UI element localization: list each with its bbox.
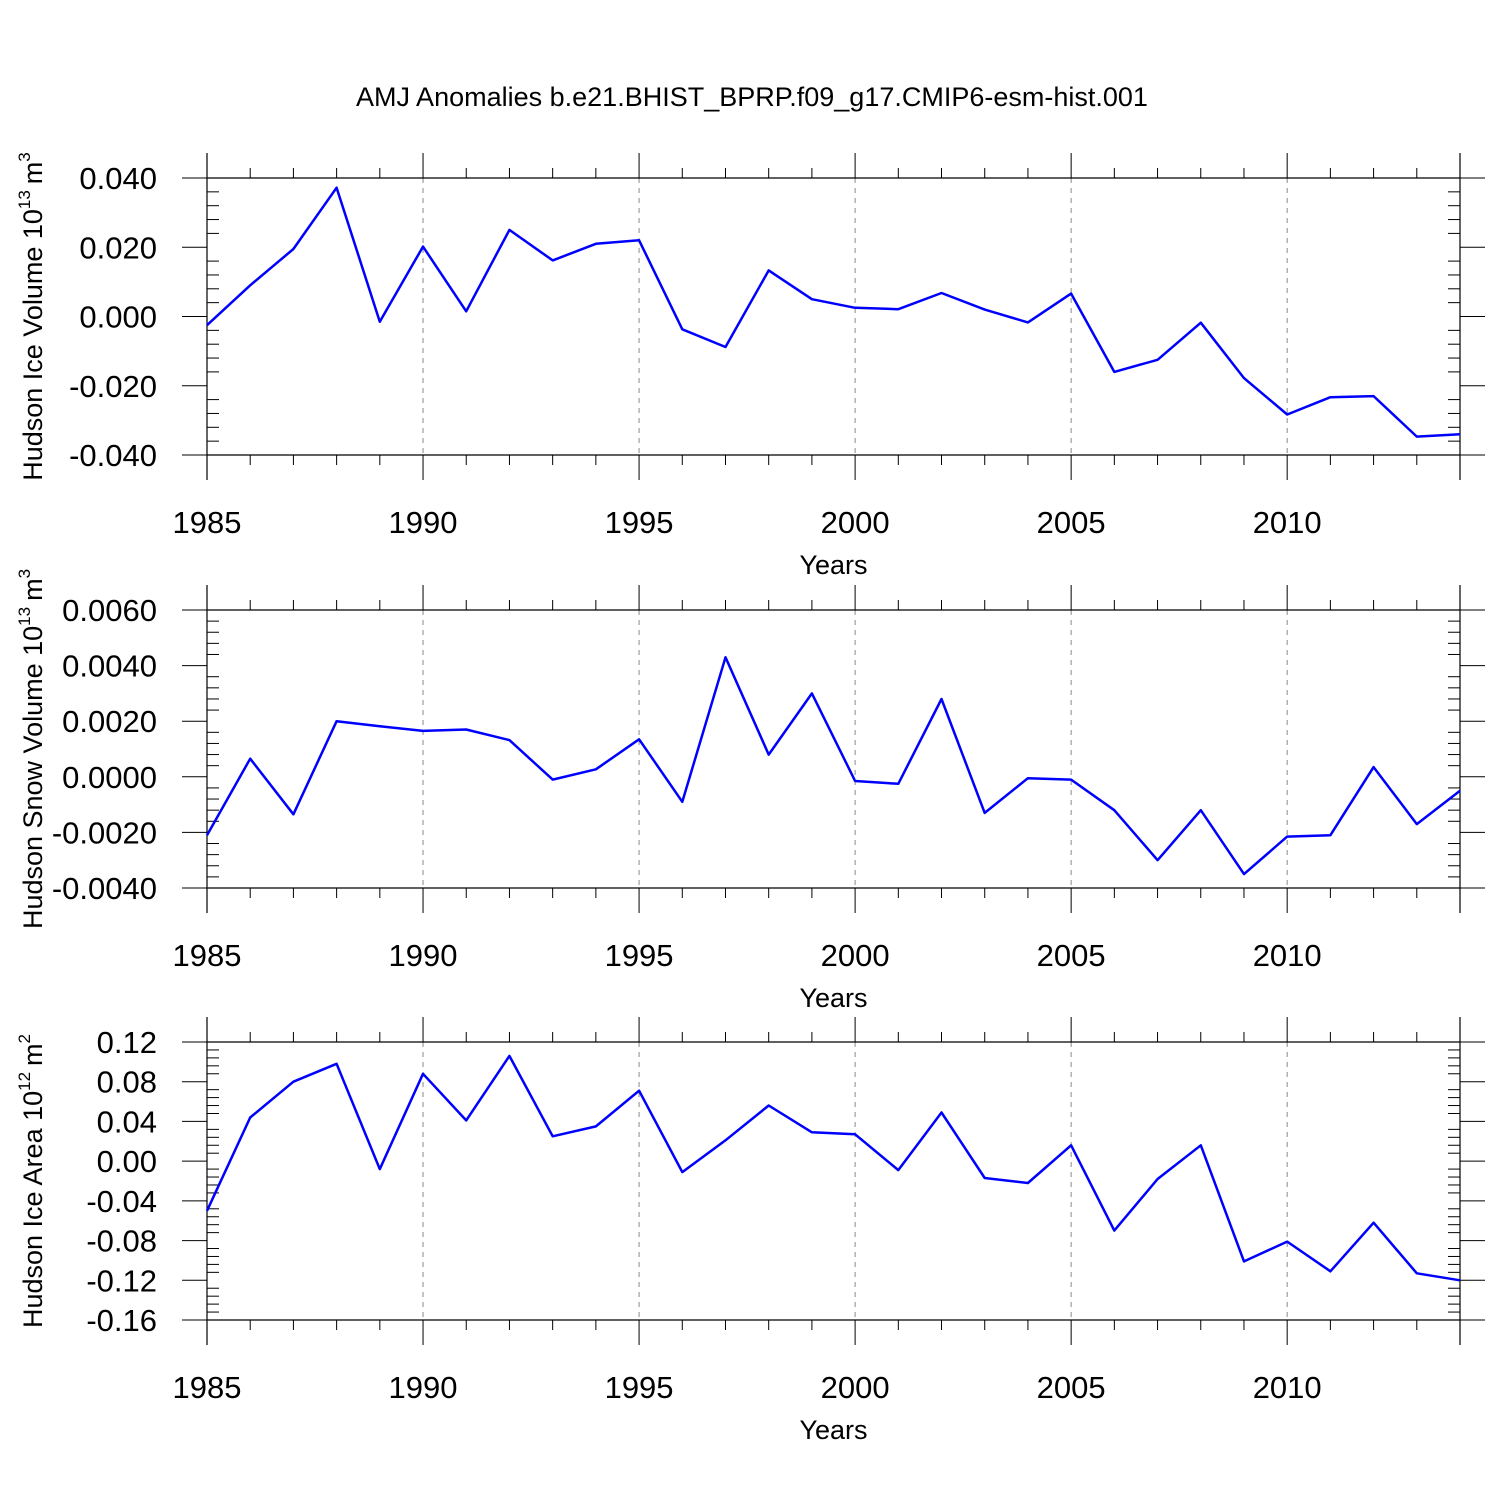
x-tick-label: 1990	[389, 938, 458, 973]
series-line	[205, 656, 1461, 876]
y-tick-label: 0.0060	[62, 593, 157, 628]
x-tick-label: 1985	[173, 505, 242, 540]
y-tick-label: 0.12	[97, 1025, 157, 1060]
y-tick-label: -0.020	[69, 369, 157, 404]
y-axis-label: Hudson Ice Volume 1013m3	[15, 152, 48, 481]
y-tick-label: -0.12	[86, 1263, 157, 1298]
figure-title: AMJ Anomalies b.e21.BHIST_BPRP.f09_g17.C…	[356, 82, 1148, 112]
y-tick-label: 0.040	[79, 161, 157, 196]
y-tick-label: -0.0040	[52, 871, 157, 906]
y-tick-label: -0.0020	[52, 815, 157, 850]
y-tick-label: 0.04	[97, 1104, 157, 1139]
y-tick-label: 0.0040	[62, 649, 157, 684]
x-tick-label: 2010	[1253, 1370, 1322, 1405]
x-tick-label: 2000	[821, 505, 890, 540]
x-axis-label: Years	[799, 550, 867, 580]
y-tick-label: 0.000	[79, 300, 157, 335]
x-tick-label: 2000	[821, 1370, 890, 1405]
snow-volume-panel: 0.0060 0.0040 0.0020 0.0000 -0.0020 -0.0040 19…	[15, 569, 1485, 1013]
x-tick-label: 1985	[173, 1370, 242, 1405]
x-tick-label: 2005	[1037, 1370, 1106, 1405]
y-tick-label: 0.0000	[62, 760, 157, 795]
ice-volume-panel: 0.040 0.020 0.000 -0.020 -0.040 1985 1990 1995 2…	[15, 152, 1485, 580]
x-tick-label: 1995	[605, 505, 674, 540]
x-tick-label: 2000	[821, 938, 890, 973]
y-tick-label: 0.0020	[62, 704, 157, 739]
x-tick-label: 1990	[389, 1370, 458, 1405]
ice-area-panel: 0.12 0.08 0.04 0.00 -0.04 -0.08 -0.12 -0.16 1985…	[15, 1017, 1485, 1445]
x-axis-label: Years	[799, 983, 867, 1013]
y-tick-label: 0.08	[97, 1065, 157, 1100]
series-line	[205, 1054, 1461, 1282]
x-tick-label: 1995	[605, 1370, 674, 1405]
y-tick-label: -0.040	[69, 438, 157, 473]
y-axis-label: Hudson Snow Volume 1013m3	[15, 569, 48, 929]
y-axis-label: Hudson Ice Area 1012m2	[15, 1034, 48, 1328]
y-tick-label: -0.04	[86, 1184, 157, 1219]
x-tick-label: 1990	[389, 505, 458, 540]
x-tick-label: 2010	[1253, 505, 1322, 540]
y-tick-label: -0.08	[86, 1224, 157, 1259]
x-tick-label: 1995	[605, 938, 674, 973]
x-tick-label: 2005	[1037, 938, 1106, 973]
x-axis-label: Years	[799, 1415, 867, 1445]
series-line	[206, 186, 1461, 438]
y-tick-label: 0.00	[97, 1144, 157, 1179]
x-tick-label: 1985	[173, 938, 242, 973]
x-tick-label: 2005	[1037, 505, 1106, 540]
y-tick-label: 0.020	[79, 230, 157, 265]
y-tick-label: -0.16	[86, 1303, 157, 1338]
x-tick-label: 2010	[1253, 938, 1322, 973]
